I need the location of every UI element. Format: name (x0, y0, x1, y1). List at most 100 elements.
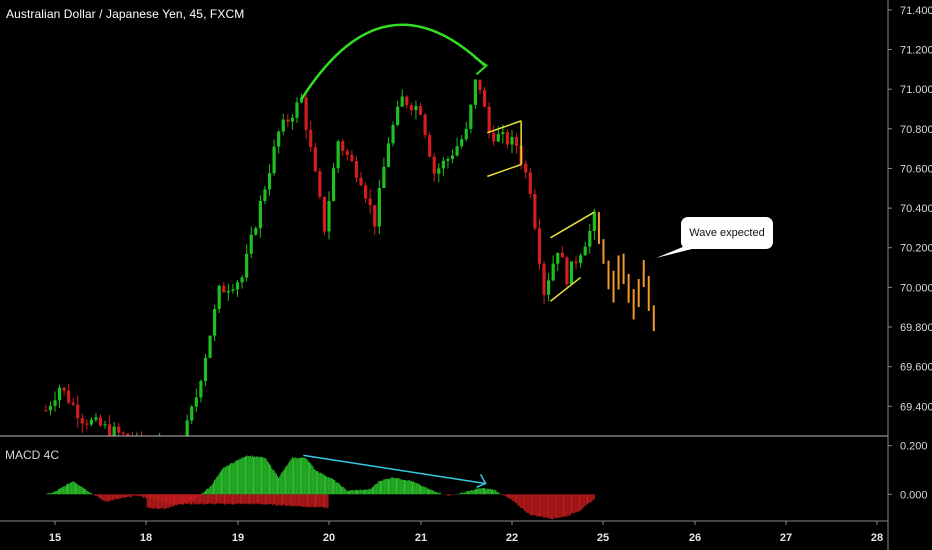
candle-body (117, 426, 121, 433)
price-tick-label: 70.000 (900, 282, 932, 294)
price-tick-label: 69.400 (900, 401, 932, 413)
candle-body (76, 404, 80, 419)
candle-body (487, 106, 491, 133)
candle-body (510, 137, 514, 145)
wedge-channel-bottom (549, 276, 582, 302)
candle-body (354, 161, 359, 178)
candle-body (126, 433, 130, 436)
candle-body (373, 205, 377, 227)
candle-body (473, 79, 477, 105)
candle-body (588, 230, 592, 247)
candle-body (341, 141, 345, 151)
candle-body (592, 211, 596, 231)
time-tick-label: 20 (323, 532, 335, 544)
candle-body (327, 200, 331, 232)
candle-body (537, 228, 542, 264)
candle-body (560, 252, 564, 258)
candle-body (199, 381, 203, 398)
candle-body (277, 131, 281, 147)
candle-body (542, 263, 546, 295)
price-tick-label: 69.600 (900, 362, 932, 374)
candle-body (240, 277, 244, 283)
candle-body (231, 289, 235, 291)
candle-body (432, 156, 436, 174)
candle-body (290, 117, 294, 122)
price-tick-label: 70.800 (900, 124, 932, 136)
candle-body (441, 160, 445, 169)
candle-body (245, 253, 249, 278)
candle-body (345, 150, 349, 155)
macd-histogram (45, 454, 595, 520)
candle-body (428, 135, 432, 157)
candle-body (208, 335, 212, 358)
macd-indicator-label[interactable]: MACD 4C (5, 448, 60, 462)
price-tick-label: 71.200 (900, 45, 932, 57)
price-tick-label: 69.800 (900, 322, 932, 334)
candle-body (496, 133, 500, 142)
candle-body (437, 168, 441, 174)
price-tick-label: 70.200 (900, 243, 932, 255)
candle-body (501, 132, 505, 134)
chart-title: Australian Dollar / Japanese Yen, 45, FX… (6, 7, 245, 21)
price-tick-label: 71.000 (900, 84, 932, 96)
candle-body (547, 280, 551, 295)
candle-body (121, 432, 125, 434)
candle-body (464, 128, 468, 140)
time-tick-label: 27 (780, 532, 792, 544)
candle-body (67, 390, 71, 403)
candle-body (364, 185, 368, 199)
candle-body (414, 106, 418, 111)
candle-body (44, 410, 48, 412)
time-tick-label: 18 (140, 532, 152, 544)
wave-expected-callout[interactable]: Wave expected (681, 217, 773, 249)
candle-body (418, 106, 423, 115)
candle-body (336, 141, 340, 169)
time-tick-label: 28 (871, 532, 883, 544)
candle-body (524, 163, 528, 173)
macd-divergence-arrowhead (476, 473, 487, 489)
candlestick-series (44, 79, 596, 436)
candle-body (258, 201, 262, 229)
candle-body (514, 137, 519, 146)
candle-body (313, 147, 317, 172)
candle-body (505, 132, 510, 145)
candle-body (318, 171, 322, 197)
candle-body (569, 261, 574, 285)
candle-body (295, 102, 299, 118)
candle-body (222, 285, 226, 293)
callout-text: Wave expected (689, 227, 765, 239)
wedge-channel-top (550, 211, 595, 239)
candle-body (213, 308, 217, 336)
candle-body (304, 97, 308, 130)
price-tick-label: 71.400 (900, 5, 932, 17)
candle-body (492, 132, 496, 142)
candle-body (368, 198, 372, 206)
candle-body (254, 228, 258, 235)
price-tick-label: 70.600 (900, 163, 932, 175)
candle-body (53, 400, 57, 406)
candle-body (108, 424, 112, 436)
candle-body (446, 159, 450, 161)
candle-body (112, 426, 116, 436)
candle-body (409, 105, 413, 111)
candle-body (478, 79, 482, 91)
candle-body (203, 357, 208, 382)
time-tick-label: 15 (49, 532, 61, 544)
candle-body (565, 257, 569, 285)
projected-wave-series (597, 212, 655, 332)
time-tick-label: 26 (689, 532, 701, 544)
candle-body (574, 261, 578, 264)
candle-body (450, 155, 455, 160)
flag-channel-top (487, 120, 522, 134)
candle-body (94, 417, 98, 420)
candle-body (469, 104, 473, 129)
candle-body (89, 419, 93, 425)
candle-body (194, 397, 198, 407)
candle-body (482, 90, 487, 107)
candle-body (405, 96, 409, 106)
chart-drawings (300, 23, 595, 302)
candle-body (71, 402, 75, 405)
candle-body (80, 418, 84, 424)
